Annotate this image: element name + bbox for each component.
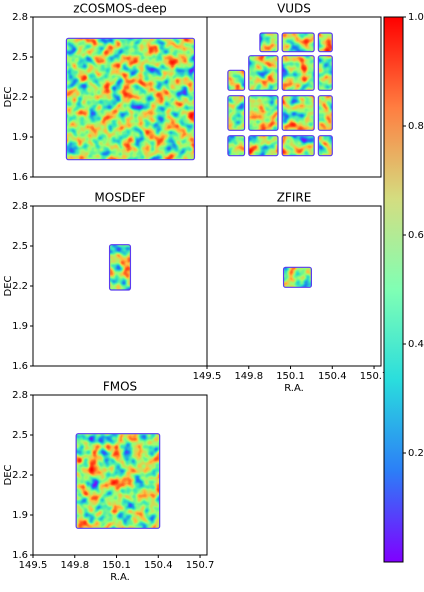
density-footprint: [282, 95, 315, 131]
y-tick-label: 2.8: [12, 201, 28, 212]
panel-title: ZFIRE: [277, 191, 312, 205]
footprint-edge: [317, 32, 333, 53]
x-tick-label: 150.1: [276, 371, 305, 382]
footprint-edge: [75, 433, 161, 529]
colorbar-tick-label: 0.6: [408, 230, 424, 241]
panel-title: VUDS: [277, 2, 311, 16]
x-tick-label: 150.7: [186, 560, 215, 571]
density-footprint: [282, 135, 315, 156]
footprint-edge: [317, 55, 333, 91]
y-tick-label: 1.9: [12, 132, 28, 143]
density-footprint: [227, 135, 245, 156]
footprint-edge: [281, 32, 315, 53]
axes-frame: [206, 16, 382, 178]
footprint-edge: [227, 95, 246, 131]
x-tick-label: 149.5: [193, 371, 222, 382]
footprint-edge: [317, 135, 333, 157]
density-footprint: [248, 55, 278, 91]
x-tick-label: 149.8: [60, 560, 89, 571]
y-tick-label: 2.5: [12, 241, 28, 252]
x-tick-label: 150.1: [102, 560, 131, 571]
y-tick-label: 1.9: [12, 321, 28, 332]
x-axis-label: R.A.: [284, 383, 304, 394]
y-tick-label: 2.8: [12, 390, 28, 401]
footprint-edge: [281, 135, 315, 157]
colorbar-tick-label: 1.0: [408, 12, 424, 23]
x-tick-label: 150.4: [318, 371, 347, 382]
y-tick-label: 1.6: [12, 550, 28, 561]
y-tick-label: 2.5: [12, 52, 28, 63]
footprint-edge: [282, 266, 312, 288]
footprint-edge: [248, 135, 279, 157]
footprint-edge: [248, 95, 279, 131]
x-tick-label: 150.4: [144, 560, 173, 571]
panel-title: FMOS: [103, 380, 137, 394]
density-footprint: [259, 33, 278, 52]
density-footprint: [282, 55, 315, 91]
y-axis-label: DEC: [3, 86, 14, 107]
density-footprint: [282, 33, 315, 52]
x-axis-label: R.A.: [110, 572, 130, 583]
footprint-edge: [317, 95, 333, 131]
x-tick-label: 150.7: [360, 371, 389, 382]
footprint-edge: [65, 37, 196, 161]
y-tick-label: 2.2: [12, 92, 28, 103]
y-tick-label: 2.2: [12, 470, 28, 481]
y-tick-label: 1.6: [12, 361, 28, 372]
density-footprint: [248, 135, 278, 156]
panel-title: zCOSMOS-deep: [73, 2, 167, 16]
density-footprint: [318, 33, 333, 52]
axes-frame: [206, 205, 382, 367]
density-footprint: [227, 70, 245, 91]
density-footprint: [248, 95, 278, 131]
density-footprint: [109, 244, 131, 290]
panel-title: MOSDEF: [94, 191, 145, 205]
footprint-edge: [227, 69, 246, 91]
density-footprint: [318, 135, 333, 156]
density-footprint: [318, 95, 333, 131]
x-tick-label: 149.5: [19, 560, 48, 571]
y-tick-label: 1.6: [12, 172, 28, 183]
colorbar-tick-label: 0.2: [408, 448, 424, 459]
y-axis-label: DEC: [3, 464, 14, 485]
footprint-edge: [248, 55, 279, 91]
footprint-edge: [227, 135, 246, 157]
density-footprint: [318, 55, 333, 91]
y-tick-label: 2.5: [12, 430, 28, 441]
colorbar-tick-label: 0.8: [408, 121, 424, 132]
density-footprint: [283, 267, 312, 288]
footprint-edge: [281, 95, 315, 131]
y-tick-label: 2.8: [12, 12, 28, 23]
footprint-edge: [108, 244, 132, 291]
footprint-edge: [281, 55, 315, 91]
x-tick-label: 149.8: [234, 371, 263, 382]
y-tick-label: 1.9: [12, 510, 28, 521]
colorbar-tick-label: 0.4: [408, 339, 424, 350]
density-footprint: [227, 95, 245, 131]
colorbar: [383, 16, 404, 563]
y-tick-label: 2.2: [12, 281, 28, 292]
y-axis-label: DEC: [3, 275, 14, 296]
density-footprint: [66, 38, 195, 160]
footprint-edge: [259, 32, 279, 53]
density-footprint: [76, 433, 160, 529]
